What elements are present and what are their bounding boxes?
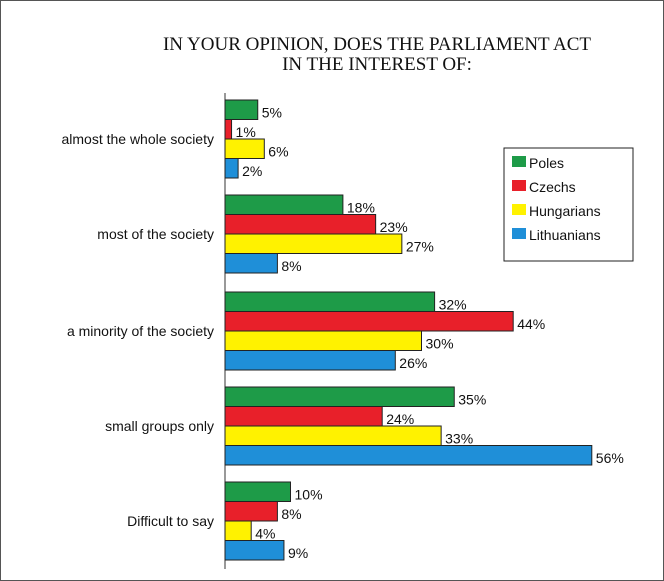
data-label: 32% bbox=[439, 297, 467, 313]
legend-label-poles: Poles bbox=[529, 155, 564, 171]
data-label: 44% bbox=[517, 316, 545, 332]
bar-hungarians bbox=[224, 233, 403, 254]
legend-swatch-poles bbox=[512, 156, 526, 167]
bar-czechs bbox=[224, 501, 278, 522]
bars-group: 5% 1% 6% 2% 18% 23% 27% 8% 32% 44% 30% 26% 35% 24% 33%… bbox=[224, 99, 624, 561]
bar-hungarians bbox=[224, 520, 252, 541]
category-label: Difficult to say bbox=[127, 513, 214, 529]
data-label: 23% bbox=[380, 219, 408, 235]
bar-hungarians bbox=[224, 330, 422, 351]
legend-swatch-lithuanians bbox=[512, 228, 526, 239]
legend-swatch-hungarians bbox=[512, 204, 526, 215]
bar-lithuanians bbox=[224, 350, 396, 371]
data-label: 2% bbox=[242, 163, 262, 179]
data-label: 6% bbox=[268, 144, 288, 160]
chart-title-line-2: IN THE INTEREST OF: bbox=[282, 54, 472, 75]
category-label: small groups only bbox=[105, 418, 214, 434]
data-label: 5% bbox=[262, 105, 282, 121]
bar-poles bbox=[224, 99, 259, 120]
chart-title-line-1: IN YOUR OPINION, DOES THE PARLIAMENT ACT bbox=[163, 34, 591, 55]
bar-czechs bbox=[224, 119, 233, 140]
data-label: 30% bbox=[426, 336, 454, 352]
bar-lithuanians bbox=[224, 158, 239, 179]
data-label: 27% bbox=[406, 239, 434, 255]
bar-lithuanians bbox=[224, 445, 593, 466]
data-label: 24% bbox=[386, 411, 414, 427]
bar-hungarians bbox=[224, 138, 265, 159]
data-label: 35% bbox=[458, 392, 486, 408]
bar-czechs bbox=[224, 214, 377, 235]
bar-czechs bbox=[224, 406, 383, 427]
legend-swatch-czechs bbox=[512, 180, 526, 191]
category-labels: almost the whole society most of the soci… bbox=[61, 131, 214, 529]
data-label: 26% bbox=[399, 355, 427, 371]
bar-czechs bbox=[224, 311, 514, 332]
bar-poles bbox=[224, 291, 436, 312]
bar-lithuanians bbox=[224, 540, 285, 561]
legend-label-hungarians: Hungarians bbox=[529, 203, 601, 219]
legend-label-lithuanians: Lithuanians bbox=[529, 227, 601, 243]
bar-hungarians bbox=[224, 425, 442, 446]
bar-lithuanians bbox=[224, 253, 278, 274]
data-label: 9% bbox=[288, 545, 308, 561]
data-label: 18% bbox=[347, 200, 375, 216]
legend: Poles Czechs Hungarians Lithuanians bbox=[503, 147, 634, 262]
data-label: 10% bbox=[295, 487, 323, 503]
data-label: 1% bbox=[236, 124, 256, 140]
legend-label-czechs: Czechs bbox=[529, 179, 576, 195]
bar-poles bbox=[224, 194, 344, 215]
category-label: almost the whole society bbox=[61, 131, 214, 147]
chart-title: IN YOUR OPINION, DOES THE PARLIAMENT ACT… bbox=[163, 34, 591, 75]
data-label: 8% bbox=[281, 506, 301, 522]
data-label: 56% bbox=[596, 450, 624, 466]
data-label: 8% bbox=[281, 258, 301, 274]
category-label: a minority of the society bbox=[67, 323, 214, 339]
data-label: 33% bbox=[445, 431, 473, 447]
category-label: most of the society bbox=[97, 226, 214, 242]
data-label: 4% bbox=[255, 526, 275, 542]
bar-poles bbox=[224, 386, 455, 407]
bar-poles bbox=[224, 481, 291, 502]
